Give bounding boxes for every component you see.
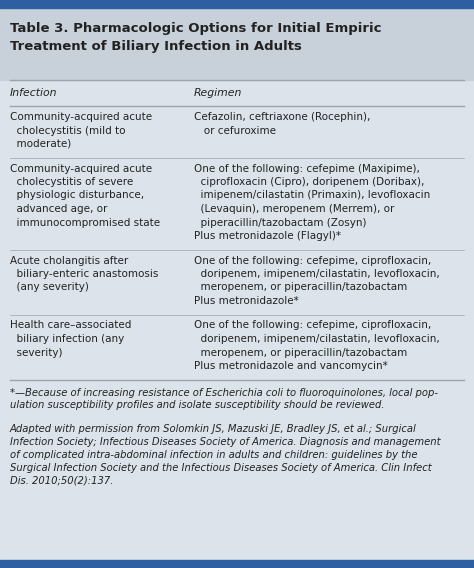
Text: *—Because of increasing resistance of Escherichia coli to fluoroquinolones, loca: *—Because of increasing resistance of Es… (10, 387, 438, 410)
Text: cholecystitis of severe: cholecystitis of severe (10, 177, 133, 187)
Text: Plus metronidazole (Flagyl)*: Plus metronidazole (Flagyl)* (194, 231, 341, 241)
Text: Health care–associated: Health care–associated (10, 320, 131, 331)
Text: doripenem, imipenem/cilastatin, levofloxacin,: doripenem, imipenem/cilastatin, levoflox… (194, 334, 440, 344)
Text: Community-acquired acute: Community-acquired acute (10, 112, 152, 122)
Text: severity): severity) (10, 348, 63, 357)
Text: One of the following: cefepime, ciprofloxacin,: One of the following: cefepime, ciproflo… (194, 256, 431, 265)
Text: piperacillin/tazobactam (Zosyn): piperacillin/tazobactam (Zosyn) (194, 218, 366, 228)
Bar (0, 560, 474, 568)
Text: Acute cholangitis after: Acute cholangitis after (10, 256, 128, 265)
Text: Treatment of Biliary Infection in Adults: Treatment of Biliary Infection in Adults (10, 40, 302, 53)
Text: cholecystitis (mild to: cholecystitis (mild to (10, 126, 126, 136)
Text: moderate): moderate) (10, 139, 71, 149)
Text: (any severity): (any severity) (10, 282, 89, 293)
Text: Cefazolin, ceftriaxone (Rocephin),: Cefazolin, ceftriaxone (Rocephin), (194, 112, 370, 122)
Text: meropenem, or piperacillin/tazobactam: meropenem, or piperacillin/tazobactam (194, 282, 407, 293)
Bar (0, 0, 474, 8)
Text: or cefuroxime: or cefuroxime (194, 126, 276, 136)
Text: Plus metronidazole*: Plus metronidazole* (194, 296, 299, 306)
Text: Table 3. Pharmacologic Options for Initial Empiric: Table 3. Pharmacologic Options for Initi… (10, 22, 382, 35)
Text: advanced age, or: advanced age, or (10, 204, 108, 214)
Text: Infection: Infection (10, 88, 57, 98)
Bar (0, 8, 474, 80)
Text: imipenem/cilastatin (Primaxin), levofloxacin: imipenem/cilastatin (Primaxin), levoflox… (194, 190, 430, 201)
Text: immunocompromised state: immunocompromised state (10, 218, 160, 228)
Text: Community-acquired acute: Community-acquired acute (10, 164, 152, 173)
Text: Plus metronidazole and vancomycin*: Plus metronidazole and vancomycin* (194, 361, 388, 371)
Text: One of the following: cefepime, ciprofloxacin,: One of the following: cefepime, ciproflo… (194, 320, 431, 331)
Text: doripenem, imipenem/cilastatin, levofloxacin,: doripenem, imipenem/cilastatin, levoflox… (194, 269, 440, 279)
Text: Regimen: Regimen (194, 88, 242, 98)
Text: physiologic disturbance,: physiologic disturbance, (10, 190, 144, 201)
Text: biliary infection (any: biliary infection (any (10, 334, 124, 344)
Text: (Levaquin), meropenem (Merrem), or: (Levaquin), meropenem (Merrem), or (194, 204, 394, 214)
Text: meropenem, or piperacillin/tazobactam: meropenem, or piperacillin/tazobactam (194, 348, 407, 357)
Text: biliary-enteric anastomosis: biliary-enteric anastomosis (10, 269, 158, 279)
Text: Adapted with permission from Solomkin JS, Mazuski JE, Bradley JS, et al.; Surgic: Adapted with permission from Solomkin JS… (10, 424, 440, 486)
Text: ciprofloxacin (Cipro), doripenem (Doribax),: ciprofloxacin (Cipro), doripenem (Doriba… (194, 177, 424, 187)
Text: One of the following: cefepime (Maxipime),: One of the following: cefepime (Maxipime… (194, 164, 420, 173)
